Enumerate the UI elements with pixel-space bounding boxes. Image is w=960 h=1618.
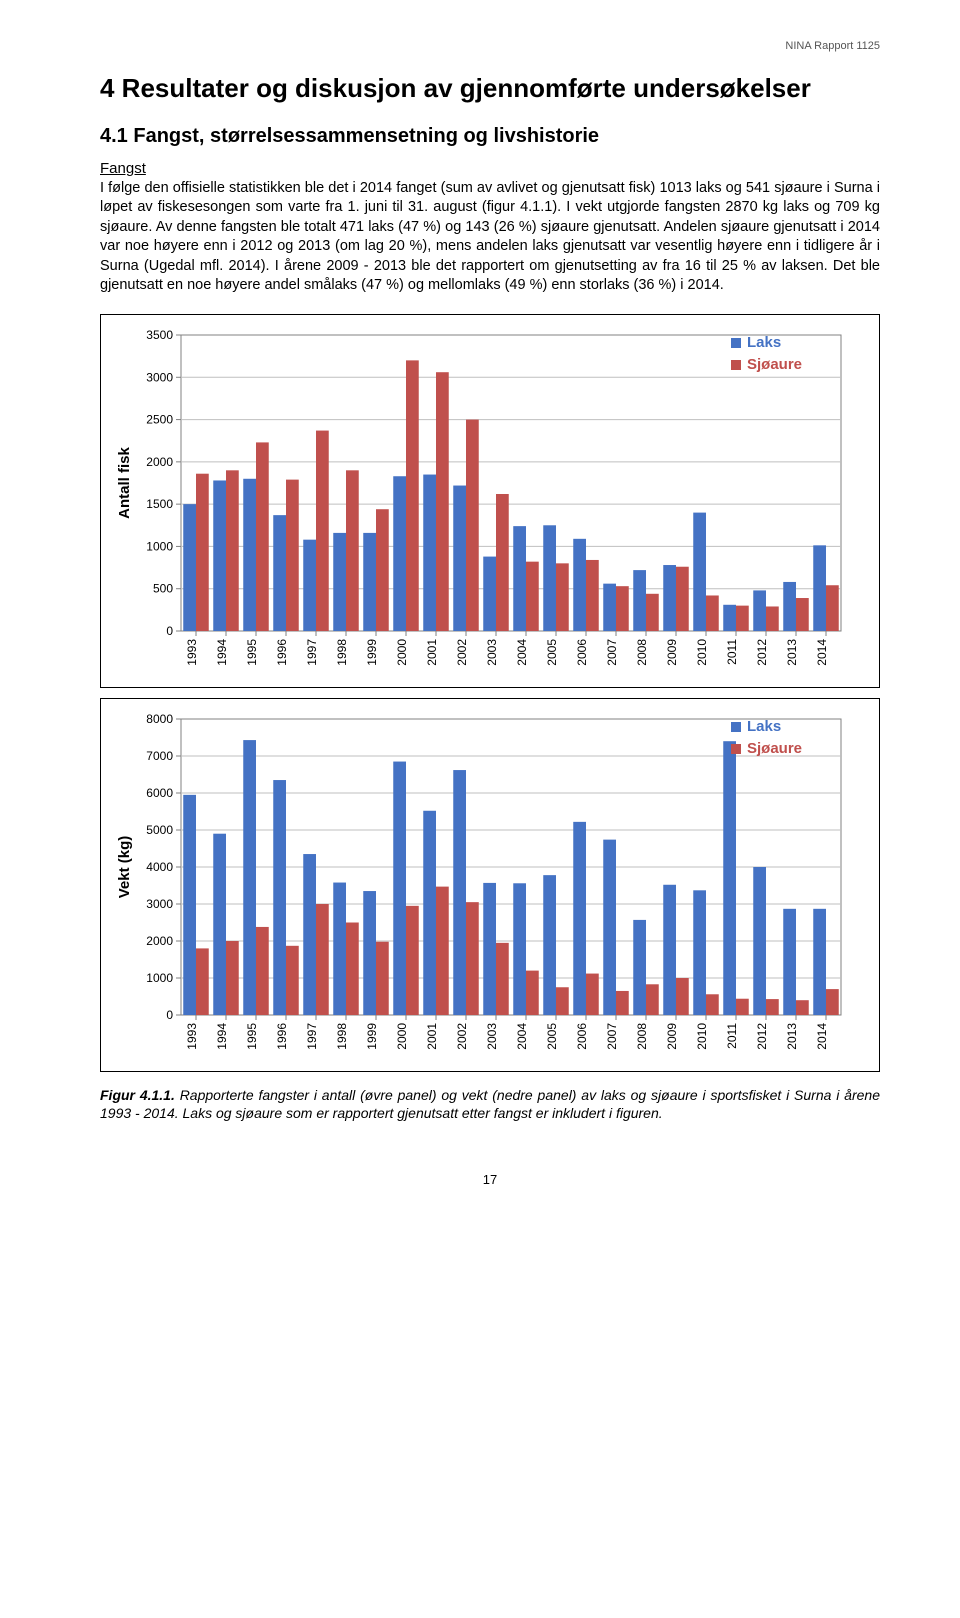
svg-text:2014: 2014 bbox=[815, 1023, 829, 1050]
svg-text:1995: 1995 bbox=[245, 1023, 259, 1050]
svg-text:1993: 1993 bbox=[185, 639, 199, 666]
svg-text:2011: 2011 bbox=[725, 1023, 739, 1049]
svg-text:0: 0 bbox=[166, 1008, 173, 1022]
svg-text:1997: 1997 bbox=[305, 639, 319, 666]
svg-text:2006: 2006 bbox=[575, 1023, 589, 1050]
svg-text:1994: 1994 bbox=[215, 639, 229, 666]
svg-text:6000: 6000 bbox=[146, 786, 173, 800]
svg-text:1999: 1999 bbox=[365, 639, 379, 666]
svg-text:Laks: Laks bbox=[747, 334, 781, 351]
chart-antall-fisk: 0 500 1000 1500 2000 2500 3000 3500 1993 1994 1995… bbox=[100, 314, 880, 688]
svg-text:2003: 2003 bbox=[485, 1023, 499, 1050]
svg-text:2010: 2010 bbox=[695, 639, 709, 666]
svg-text:Vekt (kg): Vekt (kg) bbox=[116, 836, 133, 899]
svg-text:2005: 2005 bbox=[545, 1023, 559, 1050]
svg-text:1000: 1000 bbox=[146, 971, 173, 985]
svg-text:1997: 1997 bbox=[305, 1023, 319, 1050]
svg-text:2500: 2500 bbox=[146, 412, 173, 426]
chart-svg: 0 1000 2000 3000 4000 5000 6000 7000 8000 1993 199… bbox=[111, 709, 851, 1069]
svg-text:3000: 3000 bbox=[146, 370, 173, 384]
svg-text:2001: 2001 bbox=[425, 1023, 439, 1050]
svg-text:2005: 2005 bbox=[545, 639, 559, 666]
svg-text:Antall fisk: Antall fisk bbox=[116, 446, 133, 518]
svg-text:2008: 2008 bbox=[635, 1023, 649, 1050]
svg-text:2004: 2004 bbox=[515, 639, 529, 666]
svg-text:1993: 1993 bbox=[185, 1023, 199, 1050]
svg-text:Laks: Laks bbox=[747, 718, 781, 735]
svg-text:2009: 2009 bbox=[665, 1023, 679, 1050]
svg-text:3500: 3500 bbox=[146, 328, 173, 342]
body-subhead: Fangst bbox=[100, 160, 880, 177]
svg-text:2011: 2011 bbox=[725, 639, 739, 665]
figure-number: Figur 4.1.1. bbox=[100, 1087, 175, 1103]
chart-svg: 0 500 1000 1500 2000 2500 3000 3500 1993 1994 1995… bbox=[111, 325, 851, 685]
svg-text:500: 500 bbox=[153, 582, 173, 596]
svg-text:2004: 2004 bbox=[515, 1023, 529, 1050]
svg-text:2007: 2007 bbox=[605, 1023, 619, 1050]
svg-text:1500: 1500 bbox=[146, 497, 173, 511]
svg-text:2003: 2003 bbox=[485, 639, 499, 666]
svg-text:1998: 1998 bbox=[335, 1023, 349, 1050]
svg-text:1996: 1996 bbox=[275, 1023, 289, 1050]
svg-text:5000: 5000 bbox=[146, 823, 173, 837]
svg-text:3000: 3000 bbox=[146, 897, 173, 911]
svg-text:2009: 2009 bbox=[665, 639, 679, 666]
svg-text:7000: 7000 bbox=[146, 749, 173, 763]
svg-text:2012: 2012 bbox=[755, 1023, 769, 1050]
svg-text:1999: 1999 bbox=[365, 1023, 379, 1050]
figure-caption: Figur 4.1.1. Rapporterte fangster i anta… bbox=[100, 1086, 880, 1122]
svg-text:2002: 2002 bbox=[455, 1023, 469, 1050]
svg-text:2001: 2001 bbox=[425, 639, 439, 666]
svg-text:8000: 8000 bbox=[146, 712, 173, 726]
svg-text:1998: 1998 bbox=[335, 639, 349, 666]
svg-text:2000: 2000 bbox=[146, 455, 173, 469]
chart-vekt: 0 1000 2000 3000 4000 5000 6000 7000 8000 1993 199… bbox=[100, 698, 880, 1072]
svg-text:Sjøaure: Sjøaure bbox=[747, 740, 802, 757]
svg-text:1996: 1996 bbox=[275, 639, 289, 666]
report-id: NINA Rapport 1125 bbox=[100, 40, 880, 52]
svg-text:1994: 1994 bbox=[215, 1023, 229, 1050]
svg-text:4000: 4000 bbox=[146, 860, 173, 874]
svg-text:2014: 2014 bbox=[815, 639, 829, 666]
svg-text:2013: 2013 bbox=[785, 639, 799, 666]
svg-text:Sjøaure: Sjøaure bbox=[747, 356, 802, 373]
svg-text:2008: 2008 bbox=[635, 639, 649, 666]
svg-text:0: 0 bbox=[166, 624, 173, 638]
svg-text:2000: 2000 bbox=[395, 639, 409, 666]
svg-text:1995: 1995 bbox=[245, 639, 259, 666]
svg-text:2000: 2000 bbox=[395, 1023, 409, 1050]
svg-text:2006: 2006 bbox=[575, 639, 589, 666]
svg-text:2002: 2002 bbox=[455, 639, 469, 666]
svg-text:2010: 2010 bbox=[695, 1023, 709, 1050]
figure-text: Rapporterte fangster i antall (øvre pane… bbox=[100, 1087, 880, 1121]
svg-text:2007: 2007 bbox=[605, 639, 619, 666]
svg-text:2000: 2000 bbox=[146, 934, 173, 948]
svg-text:1000: 1000 bbox=[146, 539, 173, 553]
svg-text:2012: 2012 bbox=[755, 639, 769, 666]
svg-text:2013: 2013 bbox=[785, 1023, 799, 1050]
body-text: Fangst I følge den offisielle statistikk… bbox=[100, 160, 880, 296]
section-title: 4 Resultater og diskusjon av gjennomført… bbox=[100, 72, 880, 105]
subsection-title: 4.1 Fangst, størrelsessammensetning og l… bbox=[100, 125, 880, 148]
page-number: 17 bbox=[100, 1172, 880, 1187]
body-paragraph: I følge den offisielle statistikken ble … bbox=[100, 179, 880, 296]
